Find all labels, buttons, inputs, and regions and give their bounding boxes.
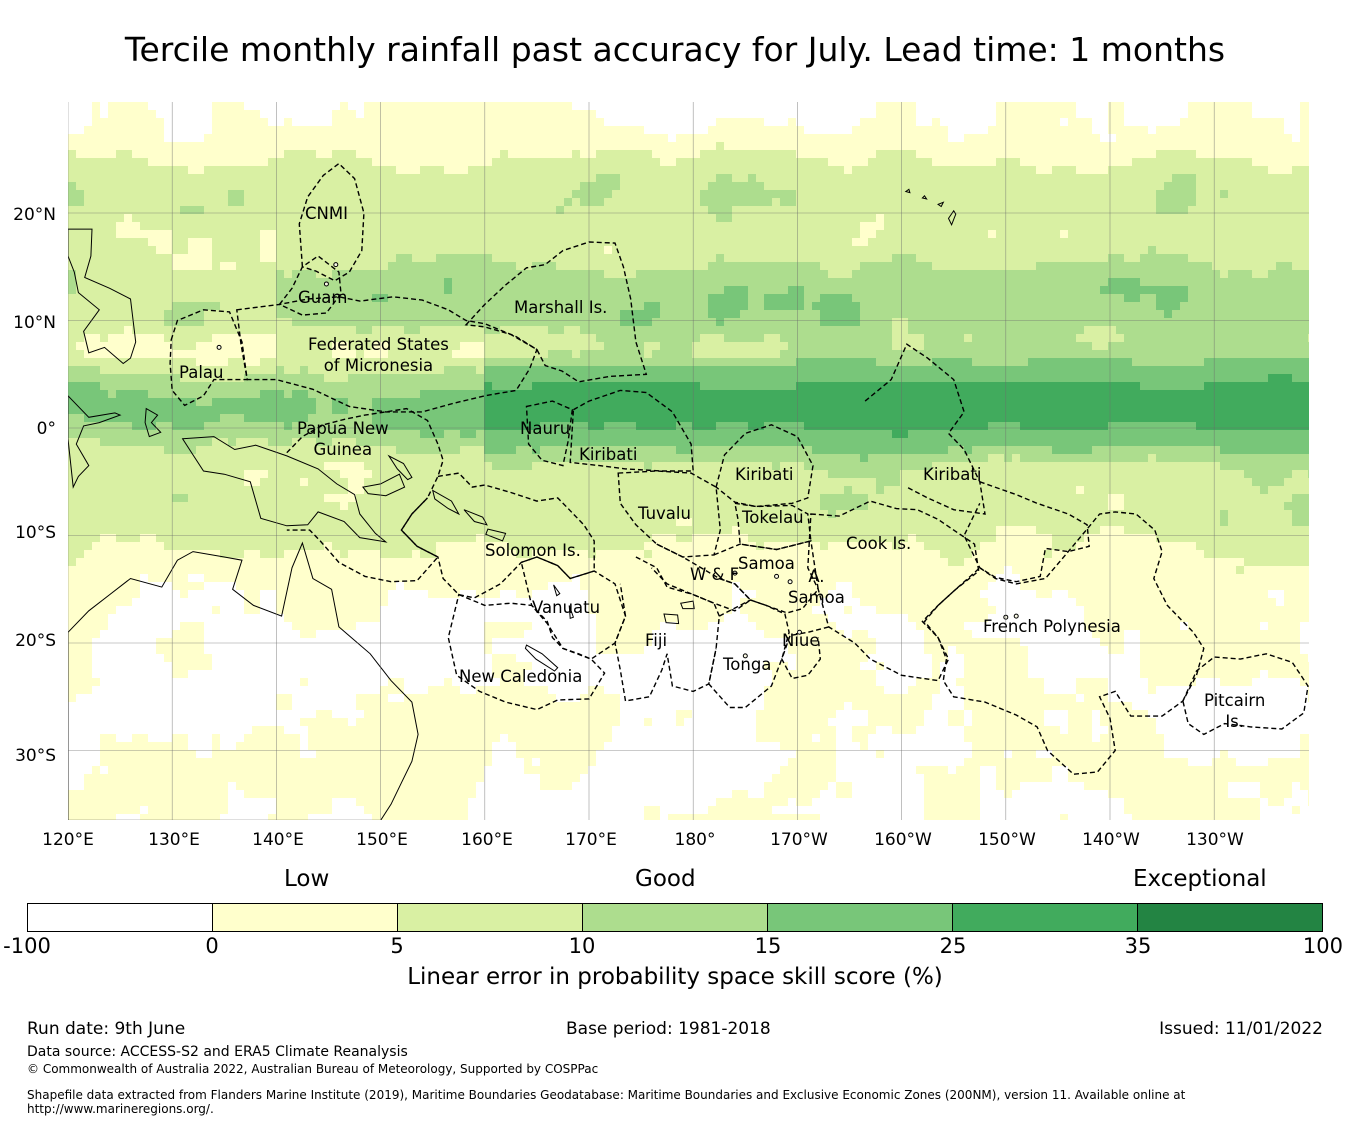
colorbar-category-low: Low bbox=[284, 866, 330, 892]
region-label: W & F bbox=[690, 565, 740, 584]
run-date: Run date: 9th June bbox=[27, 1019, 186, 1039]
lat-tick-label: 20°S bbox=[15, 631, 56, 651]
skill-score-map bbox=[68, 102, 1309, 820]
region-label: New Caledonia bbox=[459, 667, 583, 686]
lon-tick-label: 160°E bbox=[461, 830, 513, 850]
lat-tick-label: 10°S bbox=[15, 523, 56, 543]
lon-tick-label: 140°E bbox=[252, 830, 304, 850]
region-label: Federated States of Micronesia bbox=[308, 335, 449, 375]
colorbar bbox=[27, 903, 1323, 932]
region-label: Guam bbox=[298, 288, 348, 307]
region-label: Kiribati bbox=[735, 465, 794, 484]
lon-tick-label: 120°E bbox=[42, 830, 94, 850]
colorbar-tick: 5 bbox=[390, 934, 404, 958]
colorbar-category-exceptional: Exceptional bbox=[1133, 866, 1267, 892]
colorbar-tick: 25 bbox=[939, 934, 967, 958]
issued-date: Issued: 11/01/2022 bbox=[1159, 1019, 1323, 1039]
lon-tick-label: 180° bbox=[674, 830, 716, 850]
lon-tick-label: 150°E bbox=[356, 830, 408, 850]
colorbar-tick: 100 bbox=[1302, 934, 1343, 958]
lon-tick-label: 140°W bbox=[1082, 830, 1140, 850]
colorbar-segment bbox=[213, 904, 398, 931]
lon-tick-label: 170°E bbox=[565, 830, 617, 850]
lat-tick-label: 20°N bbox=[13, 205, 56, 225]
region-label: CNMI bbox=[305, 204, 348, 223]
skill-field bbox=[68, 102, 1309, 820]
lat-tick-label: 10°N bbox=[13, 313, 56, 333]
colorbar-tick: 10 bbox=[568, 934, 596, 958]
graticule bbox=[68, 102, 1309, 820]
region-label: Kiribati bbox=[923, 465, 982, 484]
colorbar-segment bbox=[953, 904, 1138, 931]
colorbar-segment bbox=[398, 904, 583, 931]
colorbar-segment bbox=[583, 904, 768, 931]
colorbar-segment bbox=[768, 904, 953, 931]
region-label: Fiji bbox=[645, 631, 668, 650]
colorbar-tick: 15 bbox=[754, 934, 782, 958]
region-label: Papua New Guinea bbox=[297, 419, 389, 459]
colorbar-segment bbox=[28, 904, 213, 931]
base-period: Base period: 1981-2018 bbox=[566, 1019, 771, 1039]
colorbar-tick: 0 bbox=[205, 934, 219, 958]
lon-tick-label: 170°W bbox=[770, 830, 828, 850]
shapefile-credit: Shapefile data extracted from Flanders M… bbox=[27, 1088, 1186, 1102]
colorbar-tick: 35 bbox=[1124, 934, 1152, 958]
region-label: Pitcairn Is. bbox=[1204, 691, 1266, 731]
region-label: Samoa bbox=[738, 554, 795, 573]
colorbar-tick: -100 bbox=[3, 934, 51, 958]
region-label: French Polynesia bbox=[983, 617, 1121, 636]
colorbar-segment bbox=[1138, 904, 1322, 931]
eez-boundaries bbox=[169, 162, 1309, 775]
colorbar-label: Linear error in probability space skill … bbox=[407, 964, 943, 990]
region-label: Solomon Is. bbox=[485, 541, 581, 560]
lat-tick-label: 0° bbox=[36, 419, 56, 439]
lon-tick-label: 160°W bbox=[874, 830, 932, 850]
colorbar-category-good: Good bbox=[635, 866, 696, 892]
region-label: Nauru bbox=[520, 419, 571, 438]
map-canvas bbox=[68, 102, 1309, 820]
lat-tick-label: 30°S bbox=[15, 746, 56, 766]
shapefile-url: http://www.marineregions.org/. bbox=[27, 1102, 214, 1116]
region-label: Cook Is. bbox=[846, 534, 912, 553]
map-title: Tercile monthly rainfall past accuracy f… bbox=[124, 30, 1226, 69]
region-label: Marshall Is. bbox=[514, 298, 608, 317]
region-label: Tuvalu bbox=[638, 504, 691, 523]
lon-tick-label: 130°W bbox=[1186, 830, 1244, 850]
region-label: Tonga bbox=[723, 655, 772, 674]
region-label: Tokelau bbox=[742, 508, 804, 527]
region-label: Kiribati bbox=[579, 445, 638, 464]
region-label: Vanuatu bbox=[532, 598, 601, 617]
region-label: A. Samoa bbox=[788, 567, 845, 607]
region-label: Niue bbox=[782, 631, 820, 650]
lon-tick-label: 150°W bbox=[978, 830, 1036, 850]
copyright: © Commonwealth of Australia 2022, Austra… bbox=[27, 1062, 599, 1076]
region-label: Palau bbox=[179, 363, 224, 382]
lon-tick-label: 130°E bbox=[148, 830, 200, 850]
data-source: Data source: ACCESS-S2 and ERA5 Climate … bbox=[27, 1044, 408, 1060]
